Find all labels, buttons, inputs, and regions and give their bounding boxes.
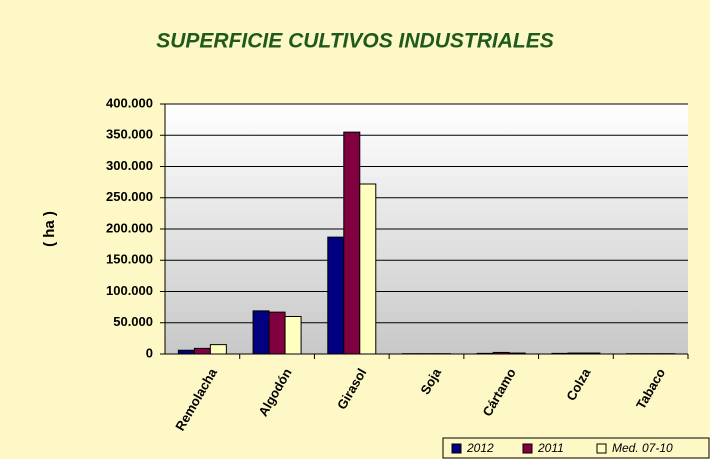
legend-label: 2012	[466, 441, 494, 455]
bar	[284, 316, 302, 355]
bar	[343, 131, 361, 355]
y-axis-label: ( ha )	[41, 211, 58, 247]
y-tick-label: 400.000	[106, 95, 153, 110]
y-tick-label: 350.000	[106, 127, 153, 142]
legend-swatch	[522, 443, 533, 454]
y-tick-label: 100.000	[106, 283, 153, 298]
y-tick-label: 50.000	[113, 314, 153, 329]
y-tick-label: 200.000	[106, 220, 153, 235]
legend-swatch	[596, 443, 607, 454]
bar	[327, 236, 345, 355]
bar	[359, 183, 377, 355]
bar	[209, 344, 227, 355]
y-tick-label: 250.000	[106, 189, 153, 204]
y-tick-label: 0	[146, 345, 153, 360]
y-tick-label: 150.000	[106, 252, 153, 267]
legend-swatch	[451, 443, 462, 454]
legend-label: Med. 07-10	[612, 441, 673, 455]
bar	[252, 310, 270, 355]
legend-label: 2011	[537, 441, 564, 455]
y-tick-label: 300.000	[106, 158, 153, 173]
bar	[177, 349, 195, 355]
chart-title: SUPERFICIE CULTIVOS INDUSTRIALES	[156, 30, 553, 53]
bar	[193, 347, 211, 355]
bar	[268, 311, 286, 355]
legend	[442, 437, 710, 459]
